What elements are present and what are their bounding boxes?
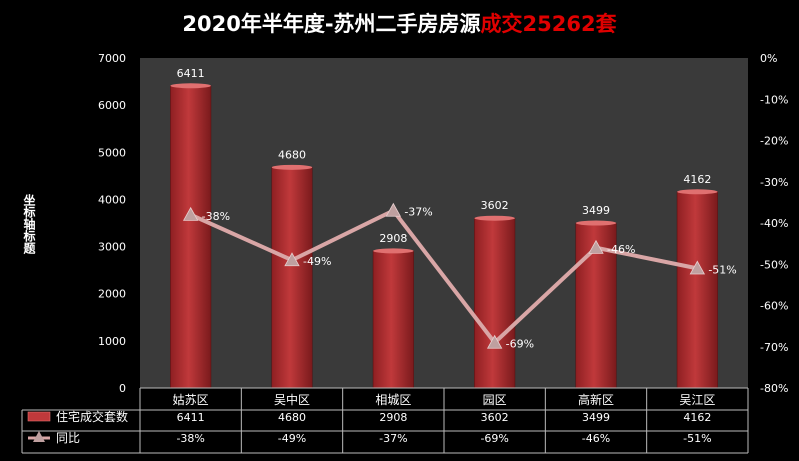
line-value-label: -37% xyxy=(404,206,432,219)
y2-tick-label: -50% xyxy=(760,258,788,271)
table-cell-bar-value: 4680 xyxy=(278,411,306,424)
y-tick-label: 6000 xyxy=(98,99,126,112)
y-tick-label: 3000 xyxy=(98,241,126,254)
table-cell-bar-value: 3602 xyxy=(481,411,509,424)
bar-top xyxy=(170,83,211,89)
bar-value-label: 4680 xyxy=(278,148,306,161)
table-cell-bar-value: 4162 xyxy=(683,411,711,424)
chart-title-highlight: 成交25262套 xyxy=(480,12,617,36)
table-cell-line-value: -69% xyxy=(480,432,508,445)
bar xyxy=(676,191,718,389)
chart-title: 2020年半年度-苏州二手房房源成交25262套 xyxy=(0,8,799,38)
legend-marker-line xyxy=(33,431,45,442)
y2-tick-label: 0% xyxy=(760,52,777,65)
table-cell-bar-value: 2908 xyxy=(379,411,407,424)
bar-top xyxy=(474,215,515,221)
bar-top xyxy=(373,248,414,254)
y-tick-label: 4000 xyxy=(98,193,126,206)
line-point-marker xyxy=(182,206,199,221)
line-value-label: -38% xyxy=(202,210,230,223)
x-tick-label: 相城区 xyxy=(375,393,411,407)
table-cell-line-value: -51% xyxy=(683,432,711,445)
y2-tick-label: -20% xyxy=(760,135,788,148)
y-tick-label: 1000 xyxy=(98,335,126,348)
bar xyxy=(474,217,516,389)
line-point-marker xyxy=(588,239,604,254)
y-tick-label: 0 xyxy=(119,382,126,395)
bar-value-label: 3602 xyxy=(481,199,509,212)
y2-tick-label: -70% xyxy=(760,341,788,354)
x-tick-label: 姑苏区 xyxy=(173,393,209,407)
table-cell-bar-value: 3499 xyxy=(582,411,610,424)
bar xyxy=(271,167,313,389)
line-point-marker xyxy=(689,260,706,275)
bar-top xyxy=(677,189,718,195)
chart-title-main: 2020年半年度-苏州二手房房源 xyxy=(182,12,481,36)
y2-tick-label: -30% xyxy=(760,176,788,189)
y-axis-label: 坐标轴标题 xyxy=(22,194,36,254)
y-tick-label: 7000 xyxy=(98,52,126,65)
bar-top xyxy=(271,164,313,170)
bar-value-label: 2908 xyxy=(379,232,407,245)
bar xyxy=(170,85,212,389)
line-value-label: -49% xyxy=(303,255,331,268)
legend-label-line: 同比 xyxy=(56,431,80,445)
bar-value-label: 3499 xyxy=(582,204,610,217)
line-point-marker xyxy=(284,252,300,267)
line-point-marker xyxy=(385,202,402,217)
x-tick-label: 吴江区 xyxy=(679,393,715,407)
bar xyxy=(372,250,414,389)
line-point-marker xyxy=(486,334,503,349)
x-tick-label: 高新区 xyxy=(578,392,614,407)
x-tick-label: 吴中区 xyxy=(274,392,310,407)
plot-area xyxy=(140,58,748,388)
line-series xyxy=(189,208,698,345)
table-cell-line-value: -49% xyxy=(278,432,306,445)
y2-tick-label: -40% xyxy=(760,217,788,230)
table-cell-line-value: -38% xyxy=(176,432,204,445)
line-value-label: -69% xyxy=(506,338,534,351)
bar-value-label: 4162 xyxy=(683,173,711,186)
y2-tick-label: -10% xyxy=(760,93,788,106)
line-value-label: -51% xyxy=(708,263,736,276)
x-tick-label: 园区 xyxy=(483,393,507,407)
bar-top xyxy=(575,220,617,226)
legend-swatch-bar xyxy=(27,411,51,422)
y-tick-label: 2000 xyxy=(98,288,126,301)
y2-tick-label: -60% xyxy=(760,300,788,313)
table-cell-line-value: -46% xyxy=(582,432,610,445)
bar-value-label: 6411 xyxy=(177,67,205,80)
table-cell-line-value: -37% xyxy=(379,432,407,445)
table-cell-bar-value: 6411 xyxy=(177,411,205,424)
y-tick-label: 5000 xyxy=(98,146,126,159)
y2-tick-label: -80% xyxy=(760,382,788,395)
line-value-label: -46% xyxy=(607,243,635,256)
legend-label-bar: 住宅成交套数 xyxy=(56,409,128,424)
